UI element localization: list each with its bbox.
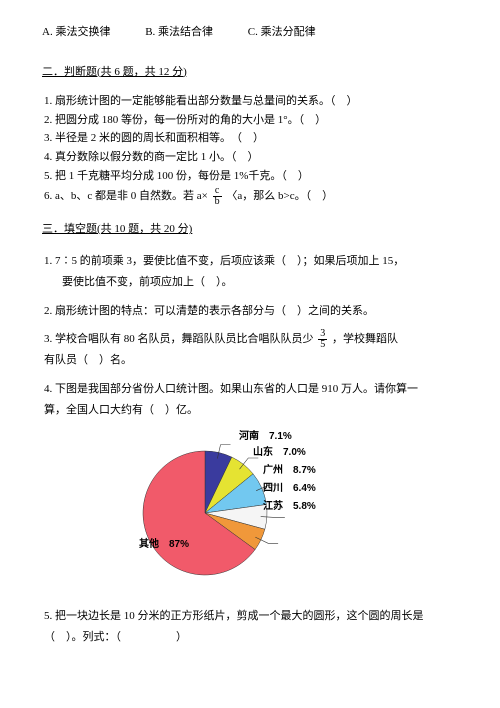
- s2-q6: 6. a、b、c 都是非 0 自然数。若 a× c b 〈a，那么 b>c。（ …: [42, 186, 458, 207]
- s2-q4: 4. 真分数除以假分数的商一定比 1 小。（ ）: [42, 149, 458, 167]
- s3-q4a: 4. 下图是我国部分省份人口统计图。如果山东省的人口是 910 万人。请你算一: [44, 379, 458, 400]
- s2-q6b: 〈a，那么 b>c。（ ）: [226, 190, 333, 202]
- fraction-3-over-5: 3 5: [318, 329, 327, 350]
- s3-q1b: 要使比值不变，前项应加上（ ）。: [44, 272, 458, 293]
- frac-den: b: [213, 197, 222, 207]
- s3-q3: 3. 学校合唱队有 80 名队员，舞蹈队队员比合唱队队员少 3 5 ，学校舞蹈队…: [42, 329, 458, 371]
- s3-q4: 4. 下图是我国部分省份人口统计图。如果山东省的人口是 910 万人。请你算一 …: [42, 379, 458, 421]
- s2-q2: 2. 把圆分成 180 等份，每一份所对的角的大小是 1°。（ ）: [42, 112, 458, 130]
- section2-questions: 1. 扇形统计图的一定能够能看出部分数量与总量间的关系。（ ） 2. 把圆分成 …: [42, 93, 458, 207]
- pie-label: 江苏 5.8%: [263, 499, 316, 515]
- pie-label: 河南 7.1%: [239, 429, 292, 445]
- s3-q3b: ，学校舞蹈队: [332, 333, 398, 345]
- pie-label: 四川 6.4%: [263, 481, 316, 497]
- s3-q3a: 3. 学校合唱队有 80 名队员，舞蹈队队员比合唱队队员少: [44, 333, 314, 345]
- section3-questions: 1. 7∶5 的前项乘 3，要使比值不变，后项应该乘（ ）；如果后项加上 15，…: [42, 251, 458, 421]
- pie-chart: 河南 7.1%山东 7.0%广州 8.7%四川 6.4%江苏 5.8%其他 87…: [135, 435, 365, 592]
- s3-q5: 5. 把一块边长是 10 分米的正方形纸片，剪成一个最大的圆形，这个圆的周长是 …: [42, 606, 458, 648]
- pie-label: 其他 87%: [139, 537, 189, 553]
- section2-title: 二．判断题(共 6 题，共 12 分): [42, 64, 458, 82]
- s3-q5b: （ ）。列式：（ ）: [44, 627, 458, 648]
- s2-q3: 3. 半径是 2 米的圆的周长和面积相等。 （ ）: [42, 130, 458, 148]
- s2-q6a: 6. a、b、c 都是非 0 自然数。若 a×: [44, 190, 208, 202]
- s3-q1: 1. 7∶5 的前项乘 3，要使比值不变，后项应该乘（ ）；如果后项加上 15，…: [42, 251, 458, 293]
- s2-q1: 1. 扇形统计图的一定能够能看出部分数量与总量间的关系。（ ）: [42, 93, 458, 111]
- option-b: B. 乘法结合律: [145, 26, 213, 38]
- s3-q3c: 有队员（ ）名。: [44, 350, 458, 371]
- s3-q4b: 算，全国人口大约有（ ）亿。: [44, 400, 458, 421]
- s3-q2: 2. 扇形统计图的特点：可以清楚的表示各部分与（ ）之间的关系。: [42, 301, 458, 322]
- mc-options: A. 乘法交换律 B. 乘法结合律 C. 乘法分配律: [42, 24, 458, 42]
- s3-q5a: 5. 把一块边长是 10 分米的正方形纸片，剪成一个最大的圆形，这个圆的周长是: [44, 606, 458, 627]
- frac-den: 5: [318, 340, 327, 350]
- pie-label: 广州 8.7%: [263, 463, 316, 479]
- fraction-c-over-b: c b: [213, 186, 222, 207]
- section3-title: 三．填空题(共 10 题，共 20 分): [42, 221, 458, 239]
- s3-q1a: 1. 7∶5 的前项乘 3，要使比值不变，后项应该乘（ ）；如果后项加上 15，: [44, 251, 458, 272]
- option-c: C. 乘法分配律: [248, 26, 316, 38]
- option-a: A. 乘法交换律: [42, 26, 110, 38]
- pie-label: 山东 7.0%: [253, 445, 306, 461]
- s2-q5: 5. 把 1 千克糖平均分成 100 份，每份是 1%千克。（ ）: [42, 168, 458, 186]
